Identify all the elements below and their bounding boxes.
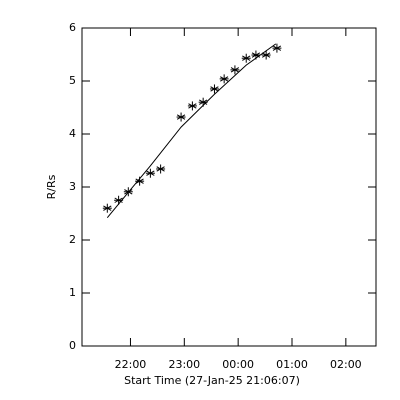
- y-axis-label: R/Rs: [45, 174, 58, 199]
- asterisk-marker: [272, 43, 282, 53]
- asterisk-marker: [156, 164, 166, 174]
- x-tick-label: 01:00: [276, 358, 308, 371]
- y-tick-label: 2: [69, 233, 76, 246]
- y-tick-label: 3: [69, 180, 76, 193]
- y-tick-label: 1: [69, 286, 76, 299]
- asterisk-marker: [261, 50, 271, 60]
- asterisk-marker: [123, 187, 133, 197]
- asterisk-marker: [251, 50, 261, 60]
- asterisk-marker: [187, 101, 197, 111]
- y-tick-label: 5: [69, 74, 76, 87]
- asterisk-marker: [135, 176, 145, 186]
- y-tick-label: 6: [69, 21, 76, 34]
- asterisk-marker: [102, 203, 112, 213]
- asterisk-marker: [114, 195, 124, 205]
- asterisk-marker: [219, 74, 229, 84]
- x-tick-label: 00:00: [222, 358, 254, 371]
- x-tick-label: 22:00: [115, 358, 147, 371]
- asterisk-marker: [198, 97, 208, 107]
- asterisk-marker: [209, 84, 219, 94]
- asterisk-marker: [145, 168, 155, 178]
- y-tick-label: 0: [69, 339, 76, 352]
- y-tick-label: 4: [69, 127, 76, 140]
- asterisk-marker: [241, 53, 251, 63]
- x-tick-label: 23:00: [168, 358, 200, 371]
- plot-frame: [81, 27, 377, 347]
- x-tick-label: 02:00: [330, 358, 362, 371]
- x-axis-label: Start Time (27-Jan-25 21:06:07): [124, 374, 300, 387]
- asterisk-marker: [176, 112, 186, 122]
- asterisk-marker: [230, 65, 240, 75]
